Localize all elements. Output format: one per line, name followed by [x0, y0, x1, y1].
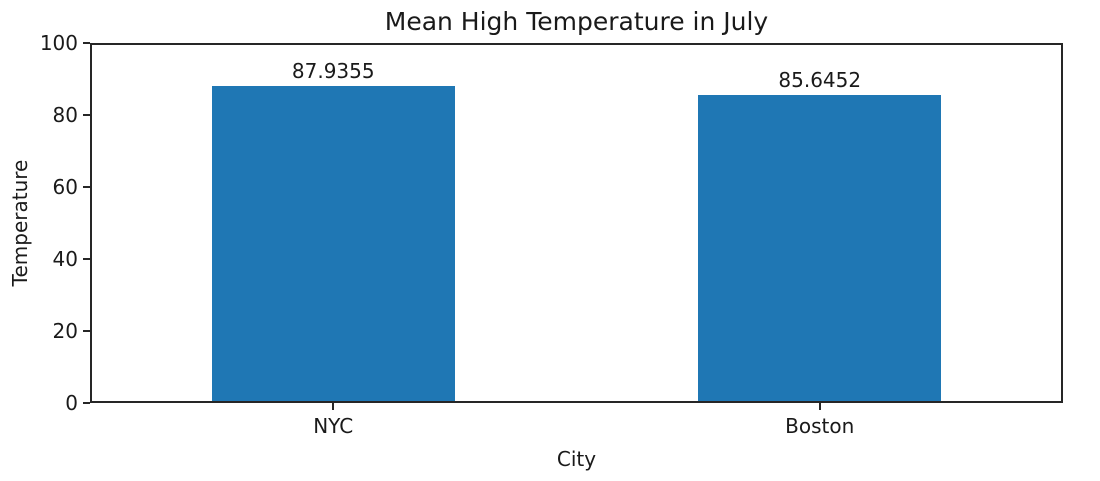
x-tick-label: Boston [785, 414, 855, 438]
y-tick-mark [83, 114, 90, 116]
y-tick-label: 80 [52, 103, 78, 127]
y-tick-label: 20 [52, 319, 78, 343]
y-tick-mark [83, 258, 90, 260]
x-tick-label: NYC [313, 414, 354, 438]
y-tick-label: 40 [52, 247, 78, 271]
bar-boston [698, 94, 942, 403]
y-tick-label: 100 [39, 31, 78, 55]
y-tick-label: 0 [65, 391, 78, 415]
x-tick-mark [332, 403, 335, 410]
y-tick-mark [83, 42, 90, 44]
y-tick-mark [83, 330, 90, 332]
bar-value-label: 85.6452 [778, 67, 862, 92]
y-tick-label: 60 [52, 175, 78, 199]
bar-value-label: 87.9355 [291, 59, 375, 84]
chart-title: Mean High Temperature in July [384, 7, 769, 36]
bar-nyc [211, 86, 455, 403]
x-axis-label: City [556, 447, 597, 471]
x-tick-mark [818, 403, 821, 410]
y-tick-mark [83, 402, 90, 404]
y-tick-mark [83, 186, 90, 188]
